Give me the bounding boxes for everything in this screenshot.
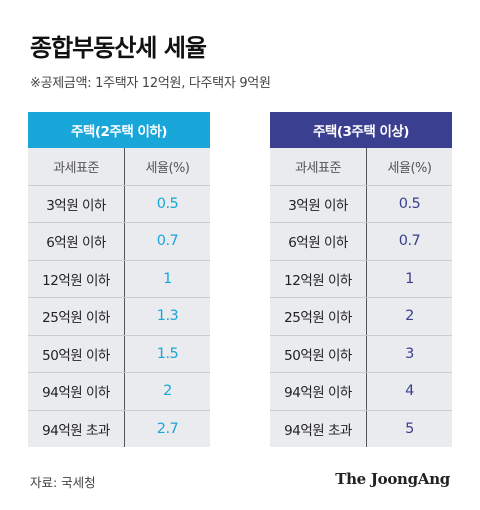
tax-table-3-plus-homes: 주택(3주택 이상) 과세표준 세율(%) 3억원 이하 0.5 6억원 이하 … (270, 112, 452, 447)
rate-cell: 1.3 (156, 308, 179, 325)
table-header: 주택(3주택 이상) (270, 112, 452, 148)
rate-cell: 0.5 (398, 195, 421, 212)
table-header: 주택(2주택 이하) (28, 112, 210, 148)
bracket-cell: 12억원 이하 (28, 260, 125, 297)
column-header-row: 과세표준 세율(%) (28, 148, 210, 186)
bracket-cell: 50억원 이하 (270, 335, 367, 372)
bracket-cell: 94억원 초과 (28, 410, 125, 447)
bracket-cell: 6억원 이하 (270, 223, 367, 260)
column-header-bracket: 과세표준 (28, 148, 125, 185)
deduction-note: ※공제금액: 1주택자 12억원, 다주택자 9억원 (30, 76, 271, 91)
bracket-cell: 3억원 이하 (270, 185, 367, 222)
table-row: 25억원 이하 1.3 (28, 298, 210, 336)
column-header-rate: 세율(%) (145, 160, 190, 176)
rate-cell: 0.5 (156, 195, 179, 212)
column-header-row: 과세표준 세율(%) (270, 148, 452, 186)
bracket-cell: 94억원 이하 (28, 373, 125, 410)
table-row: 12억원 이하 1 (28, 260, 210, 298)
table-row: 94억원 이하 2 (28, 373, 210, 411)
table-row: 6억원 이하 0.7 (28, 223, 210, 261)
source-note: 자료: 국세청 (30, 475, 96, 490)
bracket-cell: 6억원 이하 (28, 223, 125, 260)
publisher-logo: The JoongAng (335, 470, 450, 488)
table-row: 3억원 이하 0.5 (270, 185, 452, 223)
column-header-bracket: 과세표준 (270, 148, 367, 185)
rate-cell: 0.7 (398, 233, 421, 250)
page-title: 종합부동산세 세율 (30, 34, 207, 62)
rate-cell: 2.7 (156, 420, 179, 437)
table-row: 25억원 이하 2 (270, 298, 452, 336)
table-row: 3억원 이하 0.5 (28, 185, 210, 223)
rate-cell: 2 (163, 383, 172, 400)
table-row: 50억원 이하 1.5 (28, 335, 210, 373)
table-row: 50억원 이하 3 (270, 335, 452, 373)
bracket-cell: 3억원 이하 (28, 185, 125, 222)
bracket-cell: 25억원 이하 (270, 298, 367, 335)
rate-cell: 0.7 (156, 233, 179, 250)
bracket-cell: 94억원 이하 (270, 373, 367, 410)
rate-cell: 3 (405, 345, 414, 362)
rate-cell: 4 (405, 383, 414, 400)
table-row: 94억원 초과 5 (270, 410, 452, 447)
bracket-cell: 25억원 이하 (28, 298, 125, 335)
table-row: 12억원 이하 1 (270, 260, 452, 298)
tax-table-2-homes: 주택(2주택 이하) 과세표준 세율(%) 3억원 이하 0.5 6억원 이하 … (28, 112, 210, 447)
rate-cell: 5 (405, 420, 414, 437)
rate-cell: 1 (163, 270, 172, 287)
rate-cell: 1.5 (156, 345, 179, 362)
table-row: 6억원 이하 0.7 (270, 223, 452, 261)
rate-cell: 2 (405, 308, 414, 325)
table-row: 94억원 초과 2.7 (28, 410, 210, 447)
table-row: 94억원 이하 4 (270, 373, 452, 411)
bracket-cell: 12억원 이하 (270, 260, 367, 297)
bracket-cell: 94억원 초과 (270, 410, 367, 447)
column-header-rate: 세율(%) (387, 160, 432, 176)
bracket-cell: 50억원 이하 (28, 335, 125, 372)
rate-cell: 1 (405, 270, 414, 287)
